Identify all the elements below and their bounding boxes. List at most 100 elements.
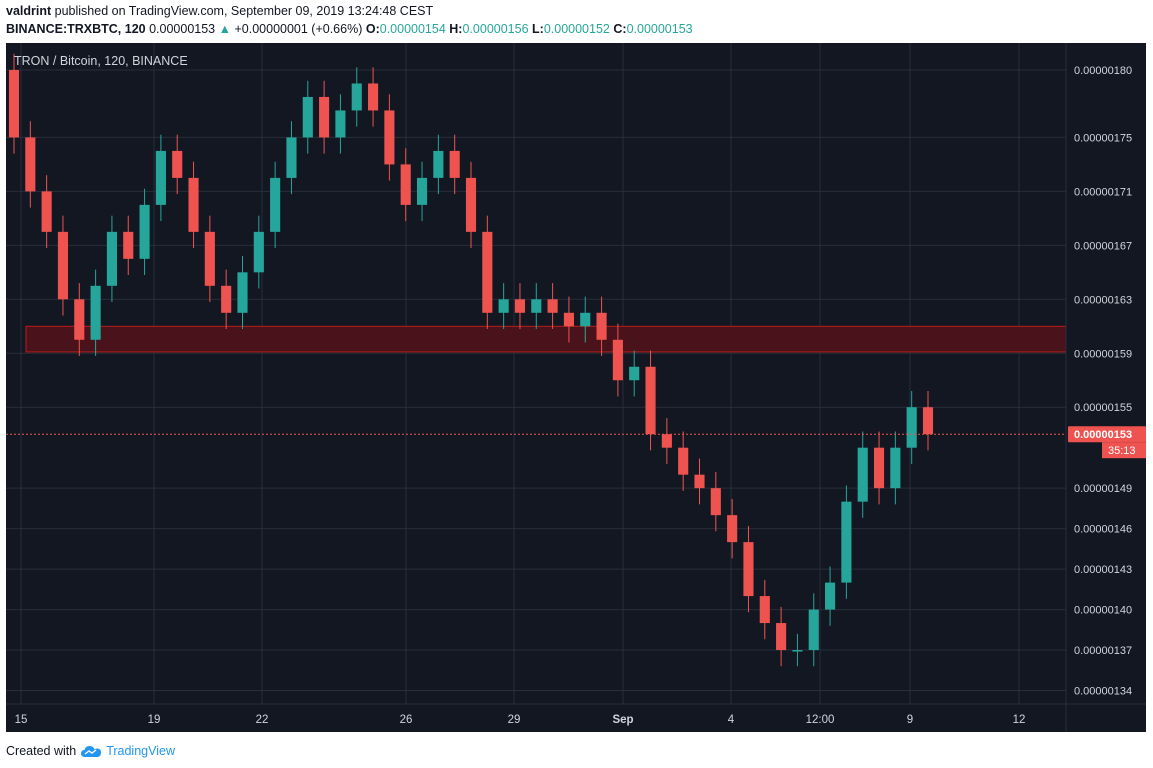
candle-body [629, 366, 640, 381]
candle-body [873, 447, 885, 489]
candle-body [172, 150, 183, 178]
candle-body [106, 231, 117, 286]
chart-panel[interactable]: 0.00000180 0.00000175 0.00000171 0.00000167… [6, 43, 1146, 732]
candle-body [906, 407, 917, 448]
candle-body [727, 515, 738, 543]
x-tick-label: 22 [256, 714, 269, 726]
candle-body [351, 83, 362, 111]
price-chart[interactable]: 0.00000180 0.00000175 0.00000171 0.00000167… [6, 43, 1146, 732]
candle-body [498, 299, 509, 313]
candle-body [123, 231, 134, 259]
candle-body [416, 177, 428, 205]
candle-body [596, 312, 607, 340]
candle-body [792, 650, 803, 652]
candle-body [384, 110, 395, 165]
candle-body [694, 474, 705, 489]
candle-body [41, 191, 52, 232]
candle-body [237, 272, 248, 313]
candle-body [57, 231, 69, 300]
open-label: O: [365, 22, 380, 36]
candle-body [221, 285, 232, 313]
candle-body [890, 447, 901, 489]
time-axis: 15 19 22 26 29 Sep 4 12:00 9 12 [15, 714, 1026, 726]
x-tick-label: 26 [400, 714, 413, 726]
publication-line: valdrint published on TradingView.com, S… [6, 4, 433, 22]
y-tick-label: 0.00000134 [1074, 686, 1132, 698]
y-tick-label: 0.00000180 [1074, 65, 1132, 77]
candle-body [547, 299, 558, 313]
tradingview-cloud-icon [81, 746, 102, 757]
symbol-label: BINANCE:TRXBTC, 120 [6, 22, 146, 36]
symbol-info-line: BINANCE:TRXBTC, 120 0.00000153 ▲ +0.0000… [6, 22, 693, 40]
y-tick-label: 0.00000143 [1074, 564, 1132, 576]
candle-body [253, 231, 264, 273]
candle-body [188, 177, 199, 232]
x-tick-label: 15 [15, 714, 28, 726]
candle-body [400, 164, 411, 205]
candle-body [825, 582, 836, 610]
candle-body [368, 83, 379, 111]
up-arrow-icon: ▲ [218, 22, 231, 36]
candle-body [433, 150, 444, 178]
candle-body [563, 312, 574, 327]
x-tick-label: 29 [508, 714, 521, 726]
candle-body [74, 299, 85, 340]
x-tick-label: 9 [907, 714, 913, 726]
candle-body [449, 150, 460, 178]
low-value: 0.00000152 [543, 22, 610, 36]
countdown-box [1102, 442, 1146, 459]
candle-body [922, 407, 934, 435]
countdown-label: 35:13 [1108, 445, 1136, 457]
y-tick-label: 0.00000159 [1074, 348, 1132, 360]
candle-body [776, 623, 787, 651]
x-tick-label: 19 [148, 714, 161, 726]
candles [8, 53, 934, 667]
open-value: 0.00000154 [379, 22, 446, 36]
y-tick-label: 0.00000140 [1074, 605, 1132, 617]
candle-body [743, 542, 754, 597]
tradingview-brand[interactable]: TradingView [106, 744, 175, 758]
candle-body [514, 299, 526, 313]
price-axis: 0.00000180 0.00000175 0.00000171 0.00000167… [1074, 65, 1132, 698]
support-zone-rect [25, 325, 1067, 353]
candle-body [25, 137, 36, 192]
author-name[interactable]: valdrint [6, 4, 52, 18]
created-with-label: Created with [6, 744, 77, 758]
y-tick-label: 0.00000149 [1074, 483, 1132, 495]
candle-body [710, 488, 721, 516]
last-price: 0.00000153 [149, 22, 216, 36]
candle-body [841, 501, 852, 583]
published-text: published on TradingView.com, September … [54, 4, 434, 18]
y-tick-label: 0.00000155 [1074, 402, 1132, 414]
close-value: 0.00000153 [626, 22, 693, 36]
y-tick-label: 0.00000146 [1074, 524, 1132, 536]
candle-body [531, 299, 542, 313]
x-tick-label: 12:00 [806, 714, 835, 726]
candle-body [302, 96, 313, 138]
candle-body [482, 231, 493, 313]
high-value: 0.00000156 [462, 22, 529, 36]
x-tick-label: 12 [1013, 714, 1026, 726]
candle-body [90, 285, 101, 340]
y-tick-label: 0.00000175 [1074, 132, 1132, 144]
candle-body [335, 110, 346, 138]
price-tag-box [1068, 426, 1146, 443]
x-tick-label: Sep [612, 714, 633, 726]
low-label: L: [532, 22, 544, 36]
candle-body [204, 231, 215, 286]
candle-body [612, 339, 623, 381]
y-tick-label: 0.00000163 [1074, 294, 1132, 306]
candle-body [319, 96, 330, 138]
current-price-tag: 0.00000153 35:13 [1068, 426, 1146, 459]
candle-body [465, 177, 477, 232]
footer: Created with TradingView [6, 742, 175, 760]
x-tick-label: 4 [728, 714, 735, 726]
close-label: C: [613, 22, 627, 36]
price-change: +0.00000001 (+0.66%) [234, 22, 363, 36]
candle-body [286, 137, 297, 178]
candle-body [580, 312, 591, 327]
candle-body [270, 177, 281, 232]
high-label: H: [449, 22, 463, 36]
candle-body [678, 447, 689, 475]
candle-body [8, 69, 20, 138]
